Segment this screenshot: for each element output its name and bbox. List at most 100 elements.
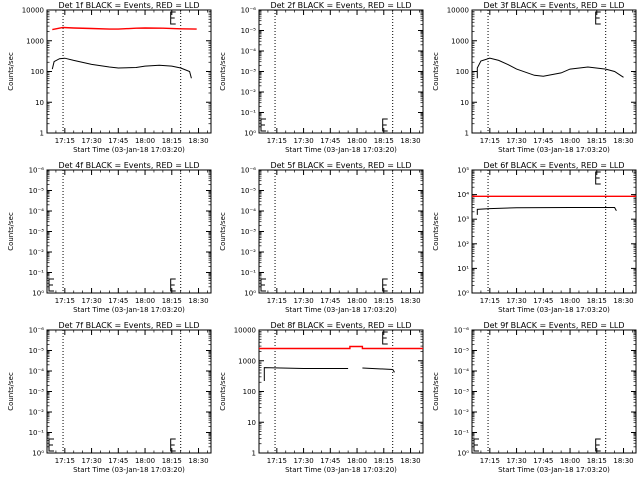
y-axis-label: Counts/sec: [219, 212, 227, 251]
y-tick-label: 1000: [451, 37, 469, 45]
end-bracket-marker: [595, 171, 601, 185]
y-axis-label: Counts/sec: [432, 212, 440, 251]
y-tick-label: 100: [31, 68, 44, 76]
panel-title: Det 9f BLACK = Events, RED = LLD: [483, 321, 624, 330]
x-tick-label: 17:30: [81, 137, 101, 145]
x-tick-label: 18:15: [374, 137, 394, 145]
end-bracket-marker: [382, 278, 388, 292]
x-axis-label: Start Time (03-Jan-18 17:03:20): [285, 146, 397, 154]
panel-det-9: Det 9f BLACK = Events, RED = LLD 10⁰ 10⁻¹ 1…: [432, 321, 637, 474]
x-tick-label: 18:15: [587, 137, 607, 145]
y-axis-label: Counts/sec: [219, 372, 227, 411]
y-tick-label: 10000: [22, 7, 44, 15]
x-axis-label: Start Time (03-Jan-18 17:03:20): [285, 466, 397, 474]
y-tick-label: 10000: [447, 7, 469, 15]
x-tick-label: 18:00: [560, 137, 580, 145]
x-tick-label: 18:00: [347, 457, 367, 465]
y-tick-label: 10⁻⁵: [454, 347, 470, 355]
y-tick-label: 10⁻³: [241, 228, 257, 236]
x-tick-label: 17:45: [108, 457, 128, 465]
x-tick-label: 18:00: [347, 137, 367, 145]
x-tick-label: 17:45: [320, 137, 340, 145]
events-series-line: [362, 367, 395, 373]
x-tick-label: 18:15: [374, 297, 394, 305]
y-axis-label: Counts/sec: [432, 372, 440, 411]
x-tick-label: 18:00: [560, 297, 580, 305]
panel-det-5: Det 5f BLACK = Events, RED = LLD 10⁰ 10⁻¹ 1…: [219, 161, 424, 314]
y-tick-label: 10⁻¹: [29, 429, 45, 437]
x-tick-label: 18:00: [347, 297, 367, 305]
y-tick-label: 10⁰: [32, 450, 44, 458]
x-tick-label: 17:45: [320, 457, 340, 465]
end-bracket-marker: [382, 118, 388, 132]
x-tick-label: 17:15: [267, 297, 287, 305]
y-tick-label: 1: [465, 130, 469, 138]
x-tick-label: 17:30: [506, 297, 526, 305]
x-tick-label: 18:00: [560, 457, 580, 465]
x-axis-label: Start Time (03-Jan-18 17:03:20): [73, 146, 185, 154]
y-tick-label: 10⁻²: [29, 409, 45, 417]
y-tick-label: 1000: [26, 37, 44, 45]
y-axis-label: Counts/sec: [7, 372, 15, 411]
y-tick-label: 10⁻³: [29, 228, 45, 236]
y-tick-label: 10⁻¹: [241, 109, 257, 117]
y-tick-label: 10⁻¹: [29, 269, 45, 277]
events-series-line: [476, 57, 624, 79]
y-axis-label: Counts/sec: [7, 52, 15, 91]
x-tick-label: 18:00: [135, 297, 155, 305]
y-tick-label: 10⁻⁵: [241, 27, 257, 35]
lld-series-line: [259, 345, 423, 350]
x-tick-label: 18:30: [188, 457, 208, 465]
y-tick-label: 10⁻³: [29, 388, 45, 396]
plot-frame: [46, 329, 212, 454]
x-tick-label: 17:45: [108, 297, 128, 305]
y-tick-label: 10⁵: [457, 167, 469, 175]
y-tick-label: 1: [40, 130, 44, 138]
panel-title: Det 7f BLACK = Events, RED = LLD: [58, 321, 199, 330]
y-tick-label: 10000: [234, 327, 256, 335]
y-tick-label: 10⁻⁶: [454, 327, 470, 335]
plot-frame: [471, 169, 637, 294]
x-axis-label: Start Time (03-Jan-18 17:03:20): [73, 466, 185, 474]
x-tick-label: 18:15: [162, 457, 182, 465]
x-tick-label: 17:45: [533, 137, 553, 145]
plot-frame: [471, 9, 637, 134]
end-bracket-marker: [382, 331, 388, 345]
y-tick-label: 10⁻⁴: [241, 48, 257, 56]
x-tick-label: 17:15: [480, 297, 500, 305]
x-tick-label: 18:30: [613, 137, 633, 145]
panel-det-6: Det 6f BLACK = Events, RED = LLD 10⁰ 10¹ 10…: [432, 161, 637, 314]
y-tick-label: 100: [243, 388, 256, 396]
y-tick-label: 10⁰: [244, 290, 256, 298]
y-tick-label: 10⁰: [244, 130, 256, 138]
plot-frame: [258, 9, 424, 134]
x-axis-label: Start Time (03-Jan-18 17:03:20): [73, 306, 185, 314]
y-tick-label: 10⁻⁵: [29, 187, 45, 195]
y-tick-label: 10⁻²: [241, 249, 257, 257]
x-tick-label: 17:15: [267, 137, 287, 145]
x-tick-label: 17:30: [506, 137, 526, 145]
panel-det-8: Det 8f BLACK = Events, RED = LLD 1 10 100 10…: [219, 321, 424, 474]
x-tick-label: 18:30: [188, 297, 208, 305]
panel-title: Det 6f BLACK = Events, RED = LLD: [483, 161, 624, 170]
x-axis-label: Start Time (03-Jan-18 17:03:20): [498, 466, 610, 474]
y-tick-label: 10⁻²: [29, 249, 45, 257]
x-tick-label: 17:15: [55, 137, 75, 145]
y-tick-label: 10⁻⁵: [29, 347, 45, 355]
y-tick-label: 10⁻²: [454, 409, 470, 417]
panel-title: Det 1f BLACK = Events, RED = LLD: [58, 1, 199, 10]
x-tick-label: 17:15: [55, 457, 75, 465]
y-tick-label: 10: [460, 99, 469, 107]
x-tick-label: 18:30: [400, 457, 420, 465]
x-tick-label: 17:15: [480, 137, 500, 145]
y-tick-label: 10⁴: [457, 191, 469, 199]
x-tick-label: 17:45: [320, 297, 340, 305]
y-tick-label: 100: [456, 68, 469, 76]
y-tick-label: 10⁻⁶: [29, 167, 45, 175]
y-tick-label: 10⁻⁴: [29, 208, 45, 216]
y-tick-label: 10⁻³: [241, 68, 257, 76]
x-tick-label: 18:30: [188, 137, 208, 145]
x-tick-label: 18:00: [135, 137, 155, 145]
panel-det-3: Det 3f BLACK = Events, RED = LLD 1 10 100 10…: [432, 1, 637, 154]
